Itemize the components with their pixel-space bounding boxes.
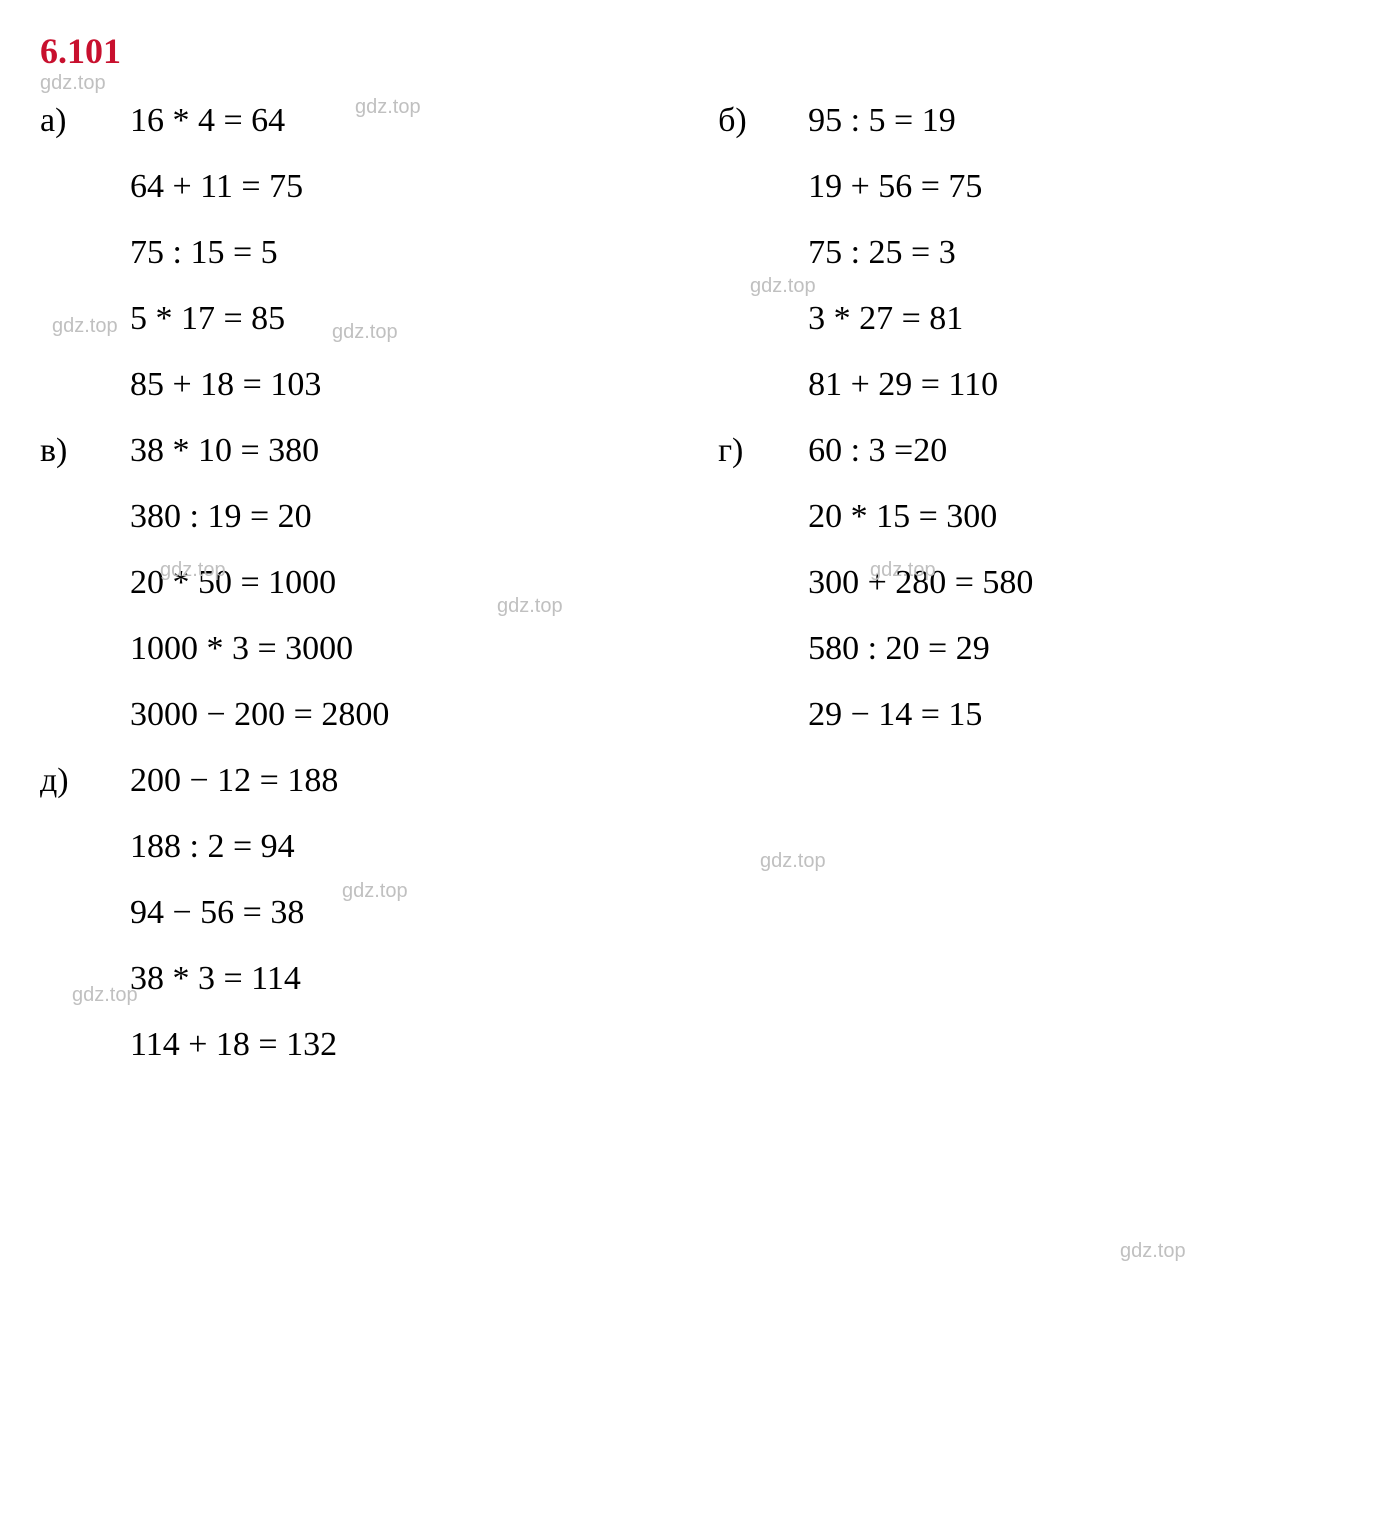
watermark: gdz.top: [1120, 1240, 1186, 1263]
part-g-block: г) 60 : 3 =20 20 * 15 = 300 300 + 280 = …: [718, 432, 1344, 762]
watermark: gdz.top: [760, 850, 826, 873]
part-a-equations: 16 * 4 = 64 64 + 11 = 75 75 : 15 = 5 5 *…: [130, 102, 718, 432]
part-v-label: в): [40, 432, 130, 470]
equation: 5 * 17 = 85: [130, 300, 718, 338]
equation: 64 + 11 = 75: [130, 168, 718, 206]
part-d-label: д): [40, 762, 130, 800]
watermark: gdz.top: [40, 72, 106, 95]
equation: 3 * 27 = 81: [808, 300, 1344, 338]
equation: 60 : 3 =20: [808, 432, 1344, 470]
watermark: gdz.top: [160, 559, 226, 582]
equation: 114 + 18 = 132: [130, 1026, 718, 1064]
watermark: gdz.top: [72, 984, 138, 1007]
equation: 94 − 56 = 38: [130, 894, 718, 932]
watermark: gdz.top: [750, 275, 816, 298]
equation: 75 : 15 = 5: [130, 234, 718, 272]
equation: 95 : 5 = 19: [808, 102, 1344, 140]
right-column: б) 95 : 5 = 19 19 + 56 = 75 75 : 25 = 3 …: [718, 102, 1344, 1092]
part-v-block: в) 38 * 10 = 380 380 : 19 = 20 20 * 50 =…: [40, 432, 718, 762]
part-a-block: а) 16 * 4 = 64 64 + 11 = 75 75 : 15 = 5 …: [40, 102, 718, 432]
equation: 200 − 12 = 188: [130, 762, 718, 800]
watermark: gdz.top: [355, 96, 421, 119]
part-b-equations: 95 : 5 = 19 19 + 56 = 75 75 : 25 = 3 3 *…: [808, 102, 1344, 432]
equation: 38 * 3 = 114: [130, 960, 718, 998]
equation: 75 : 25 = 3: [808, 234, 1344, 272]
left-column: а) 16 * 4 = 64 64 + 11 = 75 75 : 15 = 5 …: [40, 102, 718, 1092]
equation: 188 : 2 = 94: [130, 828, 718, 866]
equation: 38 * 10 = 380: [130, 432, 718, 470]
equation: 19 + 56 = 75: [808, 168, 1344, 206]
part-a-label: а): [40, 102, 130, 140]
equation: 3000 − 200 = 2800: [130, 696, 718, 734]
watermark: gdz.top: [52, 315, 118, 338]
part-v-equations: 38 * 10 = 380 380 : 19 = 20 20 * 50 = 10…: [130, 432, 718, 762]
part-g-equations: 60 : 3 =20 20 * 15 = 300 300 + 280 = 580…: [808, 432, 1344, 762]
equation: 580 : 20 = 29: [808, 630, 1344, 668]
part-d-block: д) 200 − 12 = 188 188 : 2 = 94 94 − 56 =…: [40, 762, 718, 1092]
equation: 81 + 29 = 110: [808, 366, 1344, 404]
watermark: gdz.top: [332, 321, 398, 344]
watermark: gdz.top: [497, 595, 563, 618]
part-b-block: б) 95 : 5 = 19 19 + 56 = 75 75 : 25 = 3 …: [718, 102, 1344, 432]
watermark: gdz.top: [342, 880, 408, 903]
equation: 20 * 15 = 300: [808, 498, 1344, 536]
equation: 29 − 14 = 15: [808, 696, 1344, 734]
equation: 85 + 18 = 103: [130, 366, 718, 404]
part-g-label: г): [718, 432, 808, 470]
equation: 1000 * 3 = 3000: [130, 630, 718, 668]
part-d-equations: 200 − 12 = 188 188 : 2 = 94 94 − 56 = 38…: [130, 762, 718, 1092]
part-b-label: б): [718, 102, 808, 140]
equation: 380 : 19 = 20: [130, 498, 718, 536]
watermark: gdz.top: [870, 559, 936, 582]
content-columns: а) 16 * 4 = 64 64 + 11 = 75 75 : 15 = 5 …: [40, 102, 1344, 1092]
equation: 16 * 4 = 64: [130, 102, 718, 140]
exercise-number: 6.101: [40, 30, 1344, 72]
